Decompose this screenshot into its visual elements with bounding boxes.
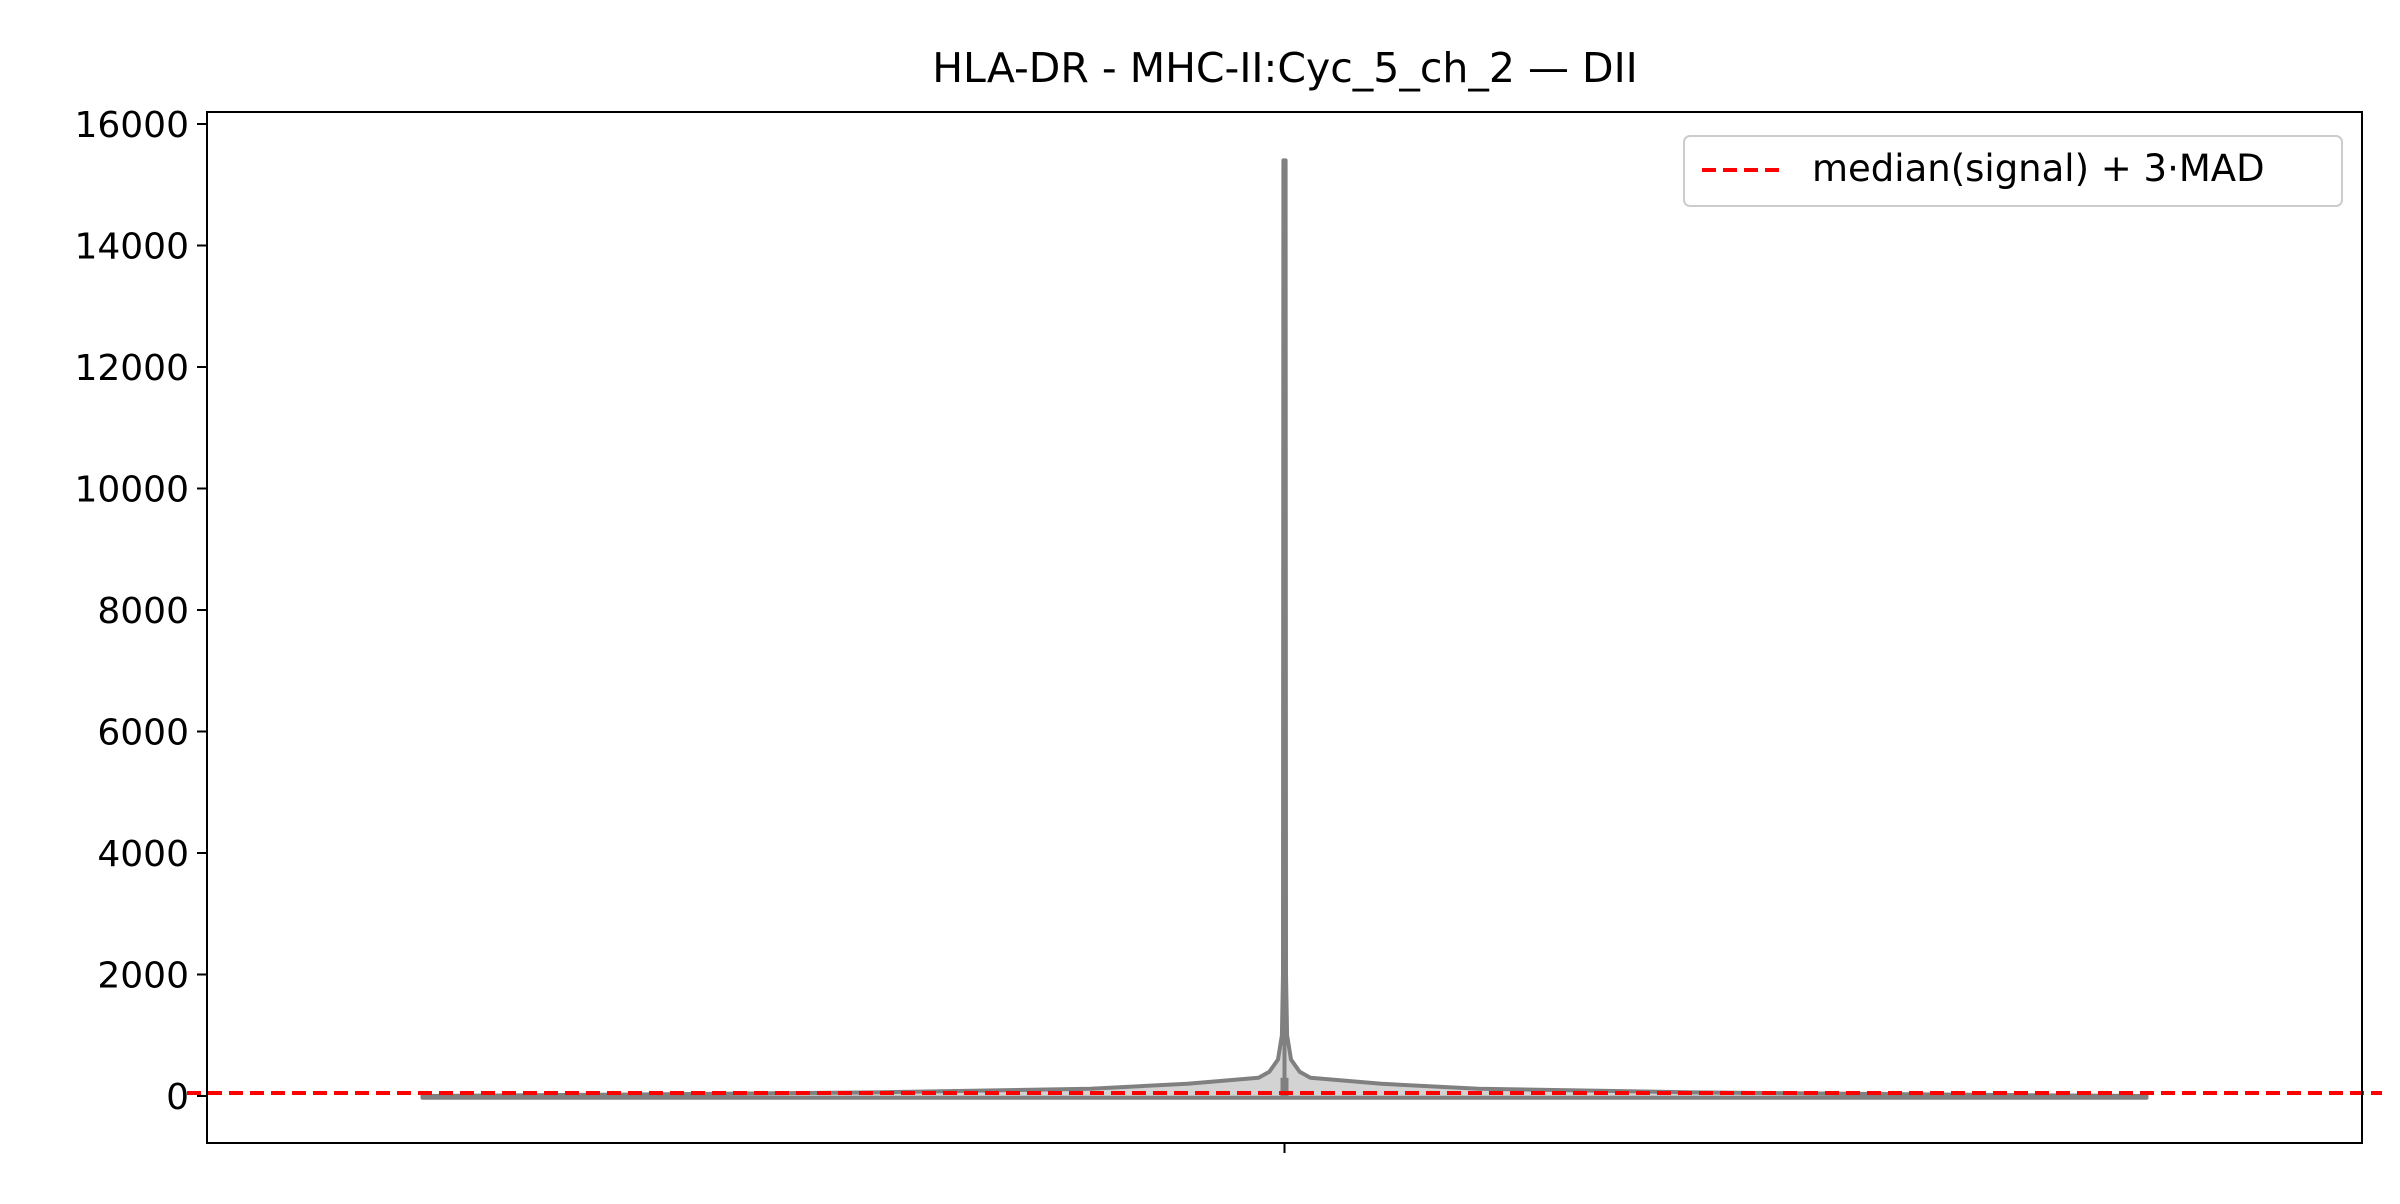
legend-frame (1683, 135, 2343, 207)
y-tick-label-10000: 10000 (74, 470, 189, 511)
legend-threshold-label: median(signal) + 3·MAD (1812, 147, 2265, 190)
axes: 0 2000 4000 6000 8000 10000 12000 14000 16000 (74, 105, 2363, 1153)
y-tick-label-4000: 4000 (97, 834, 189, 875)
y-tick-label-0: 0 (166, 1077, 189, 1118)
y-tick-label-16000: 16000 (74, 105, 189, 146)
y-tick-label-8000: 8000 (97, 591, 189, 632)
chart-title: HLA-DR - MHC-II:Cyc_5_ch_2 — DII (932, 44, 1638, 92)
y-tick-label-14000: 14000 (74, 227, 189, 268)
legend: median(signal) + 3·MAD (1683, 135, 2343, 207)
plot-area (187, 158, 2382, 1100)
y-tick-label-12000: 12000 (74, 348, 189, 389)
y-tick-label-6000: 6000 (97, 713, 189, 754)
y-tick-label-2000: 2000 (97, 956, 189, 997)
